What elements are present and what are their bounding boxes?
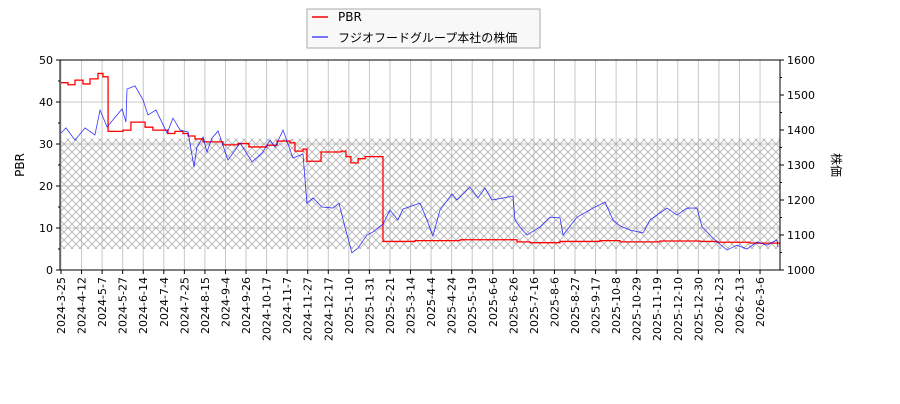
- x-tick-label: 2025-8-6: [548, 277, 561, 327]
- legend: PBR フジオフードグループ本社の株価: [306, 8, 541, 49]
- x-tick-label: 2024-11-7: [281, 277, 294, 334]
- x-tick-label: 2025-6-6: [487, 277, 500, 327]
- x-tick-label: 2025-11-19: [651, 277, 664, 341]
- x-tick-label: 2026-2-13: [733, 277, 746, 334]
- x-tick-label: 2025-4-24: [446, 277, 459, 334]
- x-tick-label: 2024-12-17: [322, 277, 335, 341]
- y-tick-label-left: 0: [46, 264, 53, 277]
- x-tick-label: 2024-10-17: [261, 277, 274, 341]
- price-line: [60, 85, 779, 254]
- x-tick-label: 2024-5-27: [117, 277, 130, 334]
- legend-label-pbr: PBR: [338, 10, 362, 24]
- x-tick-label: 2024-6-14: [137, 277, 150, 334]
- y-tick-label-right: 1400: [787, 124, 815, 137]
- x-tick-label: 2024-9-26: [240, 277, 253, 334]
- series-layer: [60, 72, 780, 254]
- x-tick-label: 2024-7-4: [158, 277, 171, 327]
- y-tick-label-right: 1300: [787, 159, 815, 172]
- x-tick-label: 2024-11-27: [302, 277, 315, 341]
- legend-box: [306, 8, 541, 49]
- y-tick-label-right: 1100: [787, 229, 815, 242]
- y-axis-label-left: PBR: [13, 153, 27, 177]
- x-tick-label: 2025-9-17: [590, 277, 603, 334]
- x-tick-label: 2026-3-6: [754, 277, 767, 327]
- y-tick-label-right: 1000: [787, 264, 815, 277]
- x-tick-label: 2025-3-14: [405, 277, 418, 334]
- x-tick-label: 2025-10-29: [631, 277, 644, 341]
- x-tick-label: 2024-7-25: [178, 277, 191, 334]
- legend-label-price: フジオフードグループ本社の株価: [338, 30, 517, 45]
- pbr-line: [61, 72, 780, 244]
- y-tick-label-right: 1200: [787, 194, 815, 207]
- x-tick-label: 2025-4-4: [425, 277, 438, 327]
- x-tick-label: 2025-2-21: [384, 277, 397, 334]
- x-tick-label: 2024-3-25: [55, 277, 68, 334]
- y-tick-label-left: 10: [39, 222, 53, 235]
- x-tick-label: 2024-8-15: [199, 277, 212, 334]
- x-tick-label: 2025-10-8: [610, 277, 623, 334]
- x-tick-label: 2025-1-31: [363, 277, 376, 334]
- hatched-band: [60, 138, 780, 249]
- x-tick-label: 2026-1-23: [713, 277, 726, 334]
- axes: 0 10 20 30 40 50 1000 1100 1200 1300 1400 1500 1600 2…: [39, 54, 815, 341]
- y-tick-label-left: 30: [39, 138, 53, 151]
- x-tick-label: 2024-4-12: [76, 277, 89, 334]
- x-tick-label: 2024-9-4: [219, 277, 232, 327]
- y-axis-label-right: 株価: [829, 153, 844, 177]
- y-tick-label-left: 50: [39, 54, 53, 67]
- x-tick-label: 2025-7-16: [528, 277, 541, 334]
- x-tick-label: 2025-8-27: [569, 277, 582, 334]
- y-tick-label-left: 20: [39, 180, 53, 193]
- x-tick-label: 2025-1-10: [343, 277, 356, 334]
- y-tick-label-right: 1500: [787, 89, 815, 102]
- y-tick-label-left: 40: [39, 96, 53, 109]
- x-tick-label: 2025-12-30: [692, 277, 705, 341]
- x-tick-label: 2025-5-19: [466, 277, 479, 334]
- x-tick-label: 2024-5-7: [96, 277, 109, 327]
- x-tick-label: 2025-6-26: [507, 277, 520, 334]
- x-tick-label: 2025-12-10: [672, 277, 685, 341]
- y-tick-label-right: 1600: [787, 54, 815, 67]
